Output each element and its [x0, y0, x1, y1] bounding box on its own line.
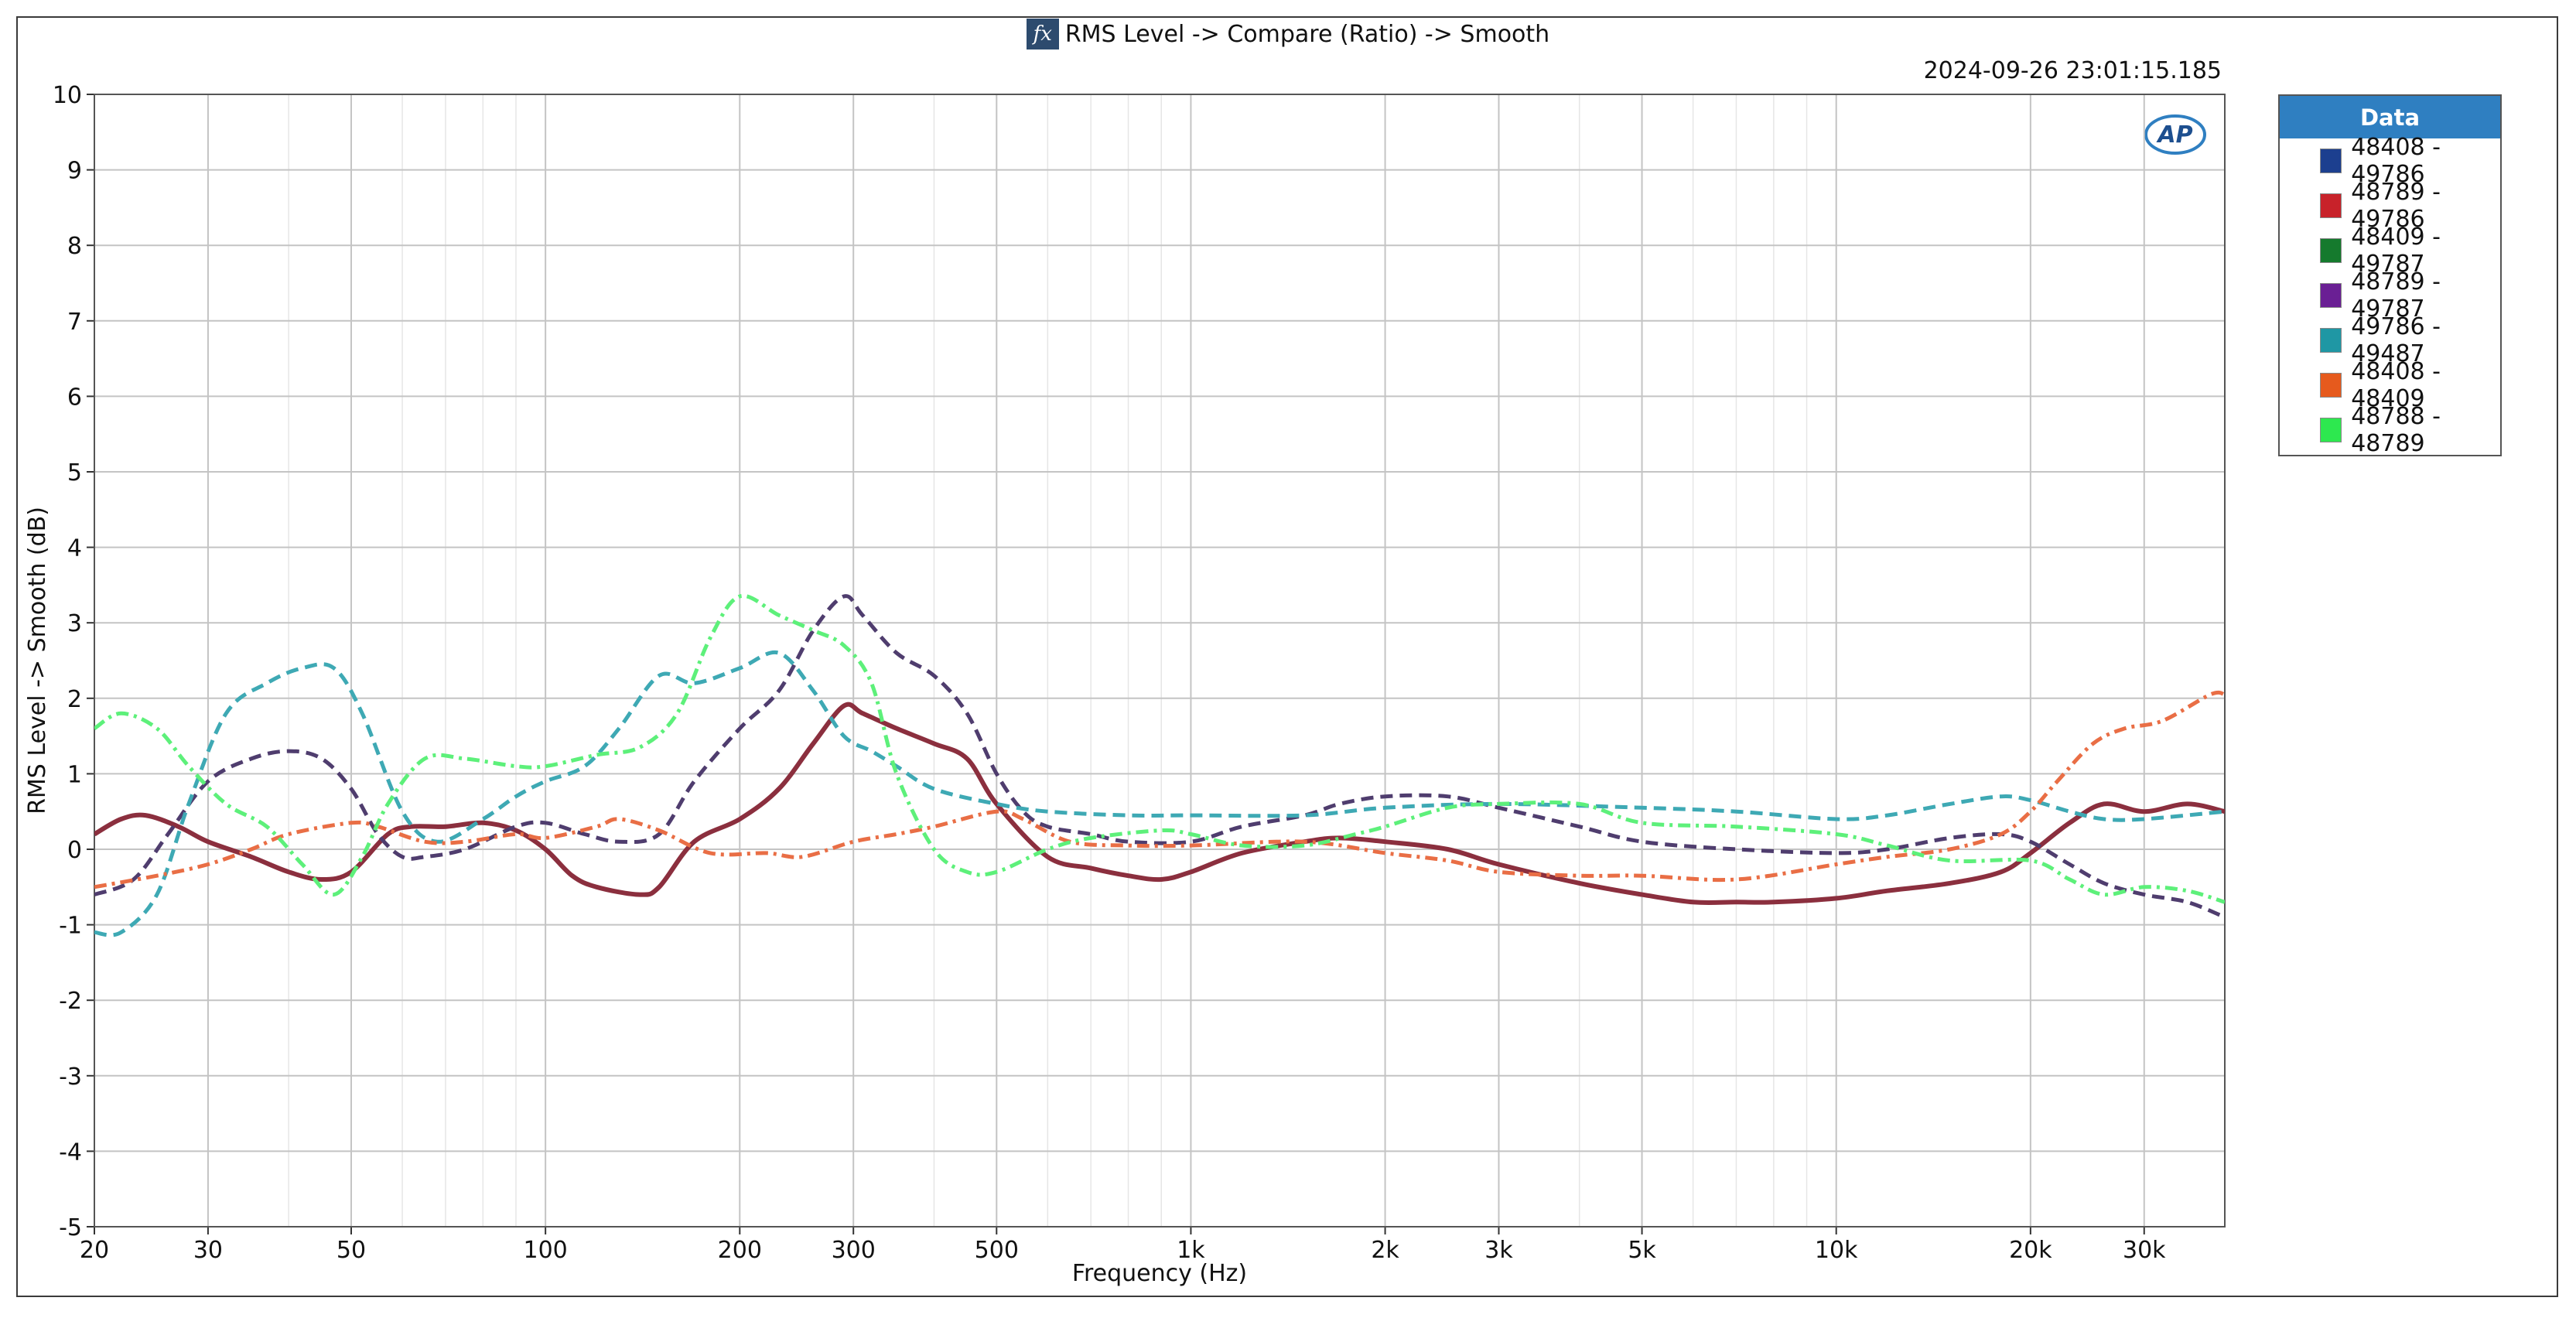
series-line — [94, 650, 2225, 937]
x-tick-label: 30k — [2123, 1237, 2166, 1264]
legend-item[interactable]: 48789 - 49786 — [2280, 179, 2500, 233]
fx-icon[interactable]: fx — [1026, 19, 1059, 50]
legend-label: 48789 - 49787 — [2351, 268, 2441, 323]
y-tick-label: 9 — [67, 158, 82, 185]
legend-label: 48409 - 49787 — [2351, 224, 2441, 278]
legend-label: 48408 - 49786 — [2351, 134, 2441, 188]
legend-item[interactable]: 48789 - 49787 — [2280, 268, 2500, 323]
x-tick-label: 50 — [337, 1237, 366, 1264]
x-tick-label: 10k — [1815, 1237, 1858, 1264]
legend-swatch — [2320, 238, 2342, 263]
x-tick-label: 1k — [1177, 1237, 1205, 1264]
legend-label: 48789 - 49786 — [2351, 179, 2441, 233]
series-line — [94, 594, 2225, 920]
legend-label: 48788 - 48789 — [2351, 403, 2441, 457]
x-axis-label: Frequency (Hz) — [1072, 1260, 1247, 1287]
plot-area — [94, 94, 2226, 1228]
legend-swatch — [2320, 149, 2342, 173]
y-tick-label: 2 — [67, 686, 82, 713]
series-line — [94, 593, 2225, 904]
legend-item[interactable]: 48409 - 49787 — [2280, 224, 2500, 278]
x-tick-label: 5k — [1628, 1237, 1656, 1264]
legend: Data 48408 - 49786 48789 - 49786 48409 -… — [2278, 94, 2502, 457]
y-tick-label: 4 — [67, 535, 82, 562]
x-tick-label: 300 — [832, 1237, 876, 1264]
x-tick-label: 3k — [1484, 1237, 1513, 1264]
x-tick-label: 20 — [80, 1237, 109, 1264]
x-tick-label: 100 — [524, 1237, 568, 1264]
series-line — [94, 702, 2225, 906]
y-tick-label: 8 — [67, 233, 82, 260]
legend-label: 48408 - 48409 — [2351, 358, 2441, 412]
legend-swatch — [2320, 373, 2342, 398]
legend-swatch — [2320, 283, 2342, 308]
ap-logo-icon: AP — [2144, 114, 2206, 155]
x-tick-label: 500 — [975, 1237, 1019, 1264]
timestamp: 2024-09-26 23:01:15.185 — [1923, 57, 2222, 84]
chart-frame — [16, 16, 2558, 1297]
legend-label: 49786 - 49487 — [2351, 313, 2441, 367]
legend-swatch — [2320, 193, 2342, 218]
legend-item[interactable]: 48408 - 49786 — [2280, 134, 2500, 188]
y-tick-label: -2 — [59, 988, 82, 1015]
y-tick-label: 7 — [67, 309, 82, 336]
legend-item[interactable]: 49786 - 49487 — [2280, 313, 2500, 367]
y-tick-label: -1 — [59, 913, 82, 940]
legend-header: Data — [2280, 96, 2500, 138]
y-tick-label: 5 — [67, 459, 82, 487]
ap-logo-text: AP — [2156, 121, 2192, 149]
y-tick-label: 6 — [67, 384, 82, 411]
y-tick-label: 3 — [67, 610, 82, 637]
legend-swatch — [2320, 418, 2342, 442]
y-tick-label: -5 — [59, 1214, 82, 1241]
y-tick-label: -3 — [59, 1064, 82, 1091]
x-tick-label: 200 — [718, 1237, 762, 1264]
legend-swatch — [2320, 328, 2342, 353]
chart-title-bar: fx RMS Level -> Compare (Ratio) -> Smoot… — [0, 19, 2576, 50]
legend-item[interactable]: 48788 - 48789 — [2280, 403, 2500, 457]
x-tick-label: 30 — [193, 1237, 223, 1264]
y-tick-label: 10 — [53, 82, 82, 109]
x-tick-label: 20k — [2009, 1237, 2052, 1264]
legend-item[interactable]: 48408 - 48409 — [2280, 358, 2500, 412]
y-tick-label: -4 — [59, 1139, 82, 1166]
x-tick-label: 2k — [1371, 1237, 1399, 1264]
y-tick-label: 1 — [67, 761, 82, 788]
y-axis-label: RMS Level -> Smooth (dB) — [24, 507, 51, 814]
y-tick-label: 0 — [67, 837, 82, 864]
chart-title: RMS Level -> Compare (Ratio) -> Smooth — [1064, 20, 1550, 48]
